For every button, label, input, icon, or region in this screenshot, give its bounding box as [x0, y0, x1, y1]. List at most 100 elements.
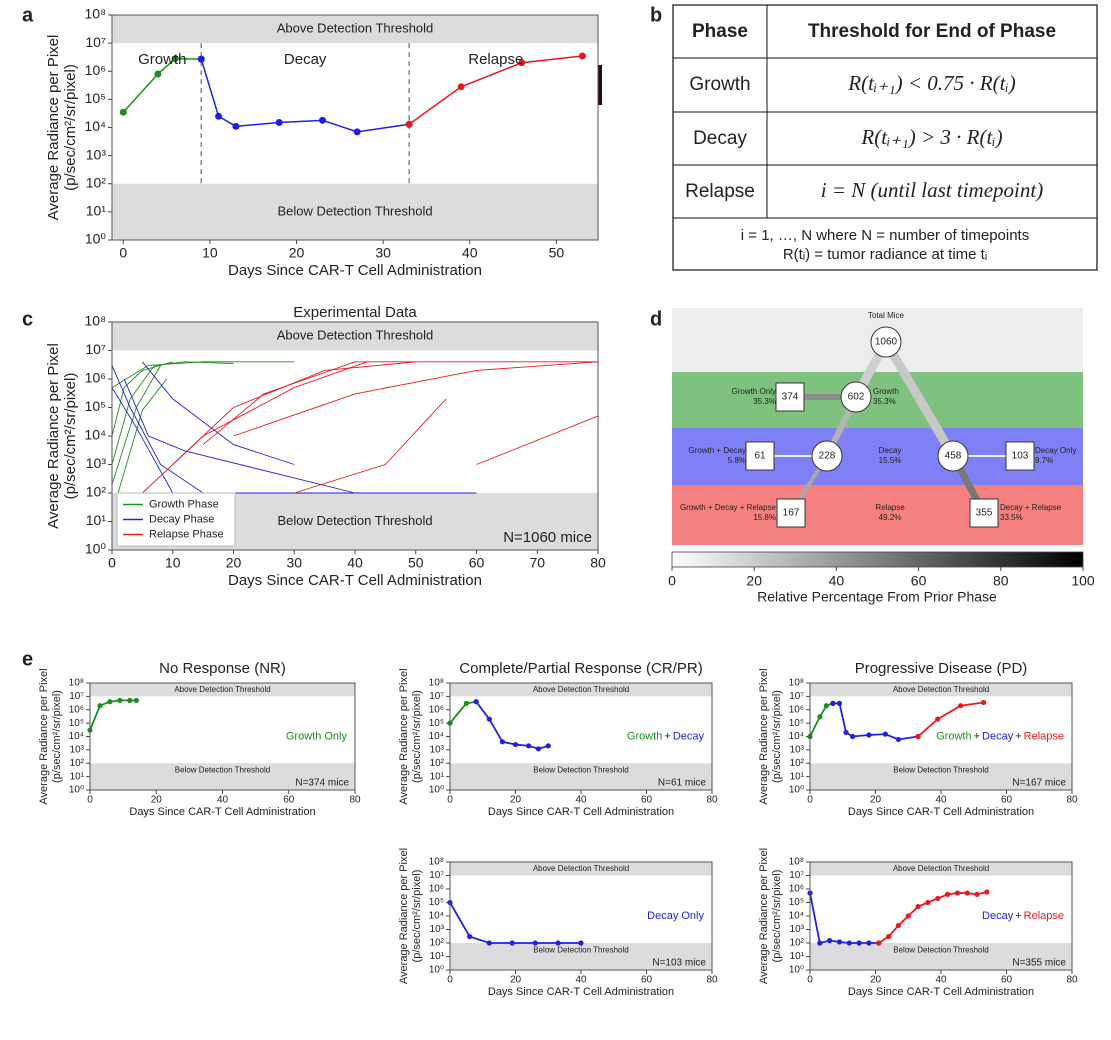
phase-word: +: [974, 730, 980, 742]
y-tick-label: 10²: [86, 174, 107, 190]
x-tick-label: 0: [87, 795, 93, 806]
band-label: Above Detection Threshold: [277, 328, 434, 343]
x-tick-label: 60: [641, 975, 653, 986]
x-tick-label: 20: [870, 975, 882, 986]
point: [827, 938, 832, 943]
colorbar: [672, 552, 1083, 567]
y-tick-label: 10⁸: [85, 313, 107, 329]
colorbar-tick-label: 20: [746, 573, 762, 589]
point: [536, 746, 541, 751]
point: [97, 703, 102, 708]
x-tick-label: 80: [349, 795, 361, 806]
table-footnote: i = 1, …, N where N = number of timepoin…: [741, 227, 1029, 244]
sample-size: N=103 mice: [652, 958, 706, 969]
x-tick-label: 20: [226, 555, 242, 571]
y-tick-label: 10³: [430, 924, 445, 935]
x-tick-label: 40: [935, 975, 947, 986]
point: [906, 913, 911, 918]
point: [467, 934, 472, 939]
phase-word: Decay: [982, 730, 1014, 742]
y-tick-label: 10⁴: [429, 911, 444, 922]
point: [984, 889, 989, 894]
phase-word: +: [1015, 730, 1021, 742]
point: [555, 940, 560, 945]
sample-size: N=1060 mice: [503, 529, 592, 546]
x-axis-label: Days Since CAR-T Cell Administration: [129, 806, 315, 818]
point: [857, 940, 862, 945]
x-axis-label: Days Since CAR-T Cell Administration: [848, 986, 1034, 998]
point: [935, 896, 940, 901]
table-cell: i = N (until last timepoint): [821, 178, 1043, 202]
x-tick-label: 10: [165, 555, 181, 571]
phase-combination: Decay+Relapse: [982, 910, 1064, 922]
point: [883, 732, 888, 737]
table-cell: Relapse: [685, 181, 755, 202]
y-tick-label: 10⁰: [429, 965, 444, 976]
x-tick-label: 20: [510, 975, 522, 986]
phase-word: Decay: [673, 730, 705, 742]
node-label: Relapse: [875, 503, 905, 512]
phase-label: Growth: [138, 51, 186, 68]
y-tick-label: 10⁷: [85, 341, 106, 357]
x-tick-label: 40: [935, 795, 947, 806]
x-tick-label: 60: [1001, 975, 1013, 986]
x-axis-label: Days Since CAR-T Cell Administration: [488, 806, 674, 818]
node-count: 602: [848, 392, 865, 403]
sample-size: N=355 mice: [1012, 958, 1066, 969]
colorbar-tick-label: 100: [1071, 573, 1095, 589]
node-label: 15.5%: [879, 456, 902, 465]
point: [154, 70, 161, 77]
panel-label: b: [650, 4, 662, 26]
point: [837, 939, 842, 944]
y-tick-label: 10³: [430, 745, 445, 756]
y-tick-label: 10⁵: [429, 897, 444, 908]
band-label: Below Detection Threshold: [893, 946, 988, 955]
point: [955, 890, 960, 895]
y-tick-label: 10⁶: [429, 884, 444, 895]
y-tick-label: 10⁶: [69, 704, 84, 715]
x-tick-label: 20: [289, 245, 305, 261]
chart-title: Progressive Disease (PD): [855, 660, 1028, 677]
y-axis-label: Average Radiance per Pixel: [45, 343, 62, 529]
point: [107, 699, 112, 704]
y-tick-label: 10⁸: [429, 857, 444, 868]
x-tick-label: 60: [641, 795, 653, 806]
node-label: Decay Only: [1035, 446, 1076, 455]
x-tick-label: 40: [575, 975, 587, 986]
y-axis-label: Average Radiance per Pixel: [398, 668, 410, 804]
point: [526, 743, 531, 748]
node-label: 49.2%: [879, 513, 902, 522]
point: [935, 716, 940, 721]
x-tick-label: 20: [510, 795, 522, 806]
point: [406, 121, 413, 128]
x-tick-label: 20: [151, 795, 163, 806]
point: [817, 714, 822, 719]
node-label: Growth + Decay: [688, 446, 746, 455]
y-tick-label: 10⁰: [789, 785, 804, 796]
y-axis-label: (p/sec/cm²/sr/pixel): [62, 373, 79, 500]
y-tick-label: 10⁶: [429, 704, 444, 715]
y-tick-label: 10⁶: [789, 884, 804, 895]
y-tick-label: 10⁰: [69, 785, 84, 796]
y-tick-label: 10¹: [430, 951, 445, 962]
panel-label: e: [22, 648, 33, 670]
y-tick-label: 10³: [790, 924, 805, 935]
phase-combination: Growth Only: [286, 730, 348, 742]
y-tick-label: 10²: [86, 484, 107, 500]
node-label: Growth Only: [732, 387, 776, 396]
y-axis-label: (p/sec/cm²/sr/pixel): [51, 690, 63, 783]
y-tick-label: 10¹: [790, 951, 805, 962]
y-axis-label: (p/sec/cm²/sr/pixel): [62, 64, 79, 191]
sample-size: N=374 mice: [295, 778, 349, 789]
x-axis-label: Days Since CAR-T Cell Administration: [848, 806, 1034, 818]
y-axis-label: Average Radiance per Pixel: [758, 668, 770, 804]
node-label: 33.5%: [1000, 513, 1023, 522]
legend-label: Decay Phase: [149, 513, 214, 525]
phase-word: Relapse: [1024, 730, 1064, 742]
x-tick-label: 40: [347, 555, 363, 571]
point: [981, 700, 986, 705]
chart-title: Experimental Data: [293, 304, 417, 321]
band-label: Above Detection Threshold: [277, 21, 434, 36]
colorbar-tick-label: 0: [668, 573, 676, 589]
table-cell: Growth: [689, 74, 750, 95]
